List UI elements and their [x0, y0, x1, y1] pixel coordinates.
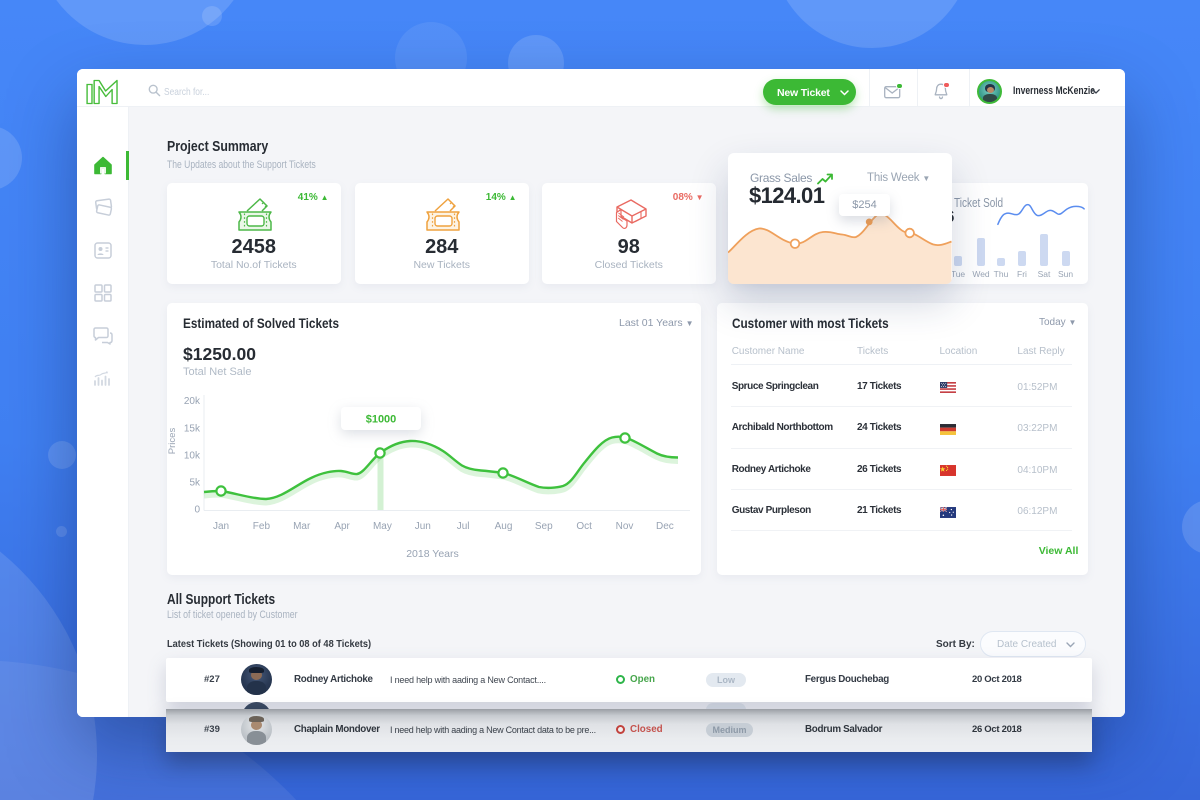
svg-text:15k: 15k	[184, 424, 201, 435]
svg-text:10k: 10k	[184, 451, 201, 462]
svg-text:0: 0	[194, 505, 200, 516]
svg-text:Sep: Sep	[535, 521, 553, 532]
svg-text:Oct: Oct	[576, 521, 592, 532]
svg-text:Feb: Feb	[253, 521, 271, 532]
svg-text:Nov: Nov	[616, 521, 634, 532]
svg-text:20k: 20k	[184, 396, 201, 407]
svg-text:Jul: Jul	[457, 521, 470, 532]
svg-text:5k: 5k	[189, 478, 201, 489]
svg-text:Jun: Jun	[415, 521, 431, 532]
svg-text:Apr: Apr	[334, 521, 350, 532]
svg-text:May: May	[373, 521, 392, 532]
svg-text:Jan: Jan	[213, 521, 229, 532]
svg-text:$1000: $1000	[366, 414, 397, 426]
svg-text:Aug: Aug	[495, 521, 513, 532]
svg-text:2018 Years: 2018 Years	[406, 548, 459, 560]
svg-text:Prices: Prices	[167, 428, 178, 455]
svg-text:Mar: Mar	[293, 521, 311, 532]
svg-text:Dec: Dec	[656, 521, 674, 532]
